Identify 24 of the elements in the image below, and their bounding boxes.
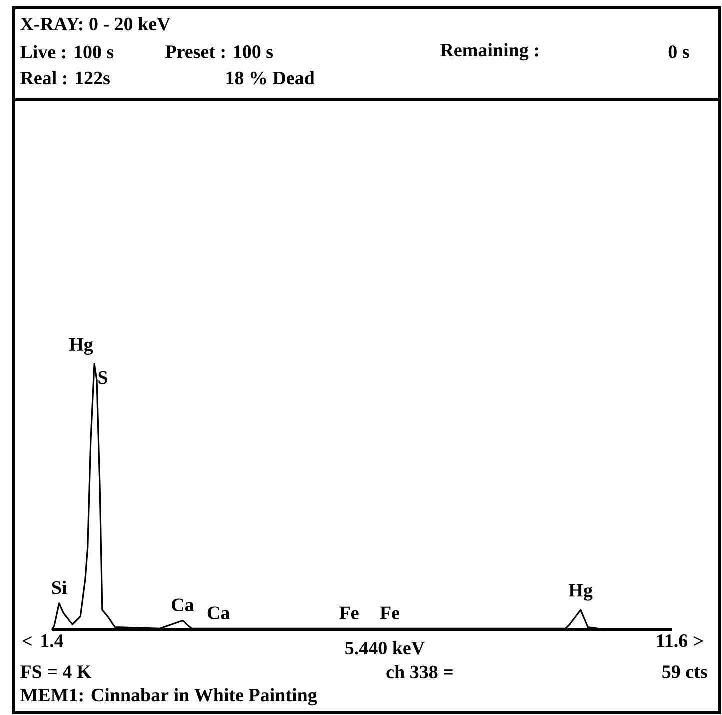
chart-title: X-RAY: 0 - 20 keV bbox=[20, 17, 171, 31]
text: FS = 4 K bbox=[20, 666, 92, 678]
annotation: Hg bbox=[569, 584, 593, 601]
annotation: S bbox=[98, 371, 108, 384]
annotation: Hg bbox=[69, 338, 94, 356]
annotation: Ca bbox=[172, 598, 194, 612]
text: Preset : 100 s bbox=[166, 46, 274, 58]
text: Live : 100 s bbox=[20, 45, 114, 59]
annotation: Fe bbox=[380, 606, 400, 620]
text: < bbox=[22, 636, 32, 646]
text: MEM1: Cinnabar in White Painting bbox=[20, 688, 318, 706]
text: 0 s bbox=[668, 46, 690, 58]
text: 18 % Dead bbox=[226, 71, 315, 85]
annotation: Fe bbox=[340, 606, 359, 620]
text: Real : 122s bbox=[20, 71, 110, 85]
text: 5.440 keV bbox=[346, 641, 425, 655]
annotation: Si bbox=[52, 580, 67, 594]
x-tick-label: 1.4 bbox=[42, 634, 64, 648]
text: Remaining : bbox=[440, 43, 538, 61]
text: > bbox=[694, 636, 703, 646]
x-tick-label: 11.6 bbox=[657, 634, 688, 648]
annotation: Ca bbox=[208, 606, 230, 620]
text: 59 cts bbox=[662, 666, 708, 678]
text: ch 338 = bbox=[386, 665, 453, 679]
